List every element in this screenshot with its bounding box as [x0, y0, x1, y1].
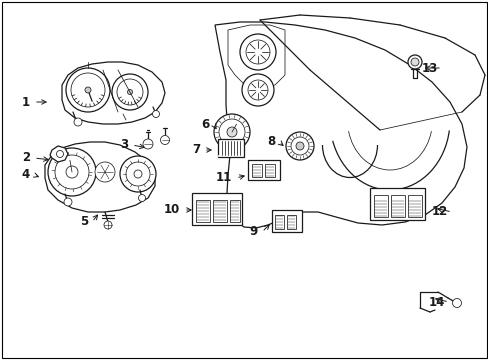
- Circle shape: [112, 74, 148, 110]
- Circle shape: [138, 194, 145, 202]
- Circle shape: [71, 73, 105, 107]
- Text: 7: 7: [191, 144, 200, 157]
- Bar: [271, 210, 302, 232]
- Bar: [218, 139, 244, 157]
- Circle shape: [410, 58, 418, 66]
- Circle shape: [120, 156, 156, 192]
- Circle shape: [214, 114, 249, 150]
- Circle shape: [104, 221, 112, 229]
- Circle shape: [55, 155, 89, 189]
- Bar: [196, 200, 209, 222]
- Circle shape: [117, 79, 142, 105]
- Text: 9: 9: [249, 225, 258, 238]
- Circle shape: [126, 162, 150, 186]
- Circle shape: [219, 119, 244, 145]
- Text: 6: 6: [202, 118, 209, 131]
- Text: 1: 1: [22, 95, 30, 108]
- Circle shape: [295, 142, 304, 150]
- Circle shape: [240, 34, 275, 70]
- Circle shape: [218, 155, 220, 157]
- Circle shape: [134, 170, 142, 178]
- Polygon shape: [215, 22, 466, 228]
- Circle shape: [127, 90, 132, 94]
- Bar: [213, 200, 226, 222]
- Circle shape: [152, 111, 159, 117]
- Circle shape: [407, 55, 421, 69]
- Circle shape: [57, 150, 63, 157]
- Circle shape: [160, 135, 169, 144]
- Bar: [192, 193, 242, 225]
- Circle shape: [66, 68, 110, 112]
- Circle shape: [247, 80, 267, 100]
- Circle shape: [66, 166, 78, 178]
- Text: 4: 4: [21, 168, 30, 181]
- Bar: [229, 200, 240, 222]
- Polygon shape: [227, 25, 285, 88]
- Text: 10: 10: [163, 203, 180, 216]
- Bar: [247, 160, 280, 180]
- Circle shape: [48, 148, 96, 196]
- Bar: [286, 215, 295, 229]
- Circle shape: [142, 139, 153, 149]
- Bar: [369, 188, 424, 220]
- Bar: [251, 164, 262, 177]
- Polygon shape: [50, 146, 68, 162]
- Circle shape: [451, 298, 461, 307]
- Bar: [264, 164, 274, 177]
- Text: 11: 11: [215, 171, 231, 184]
- Circle shape: [95, 162, 115, 182]
- Text: 3: 3: [120, 139, 128, 152]
- Circle shape: [64, 198, 72, 206]
- Text: 14: 14: [428, 296, 444, 309]
- Text: 13: 13: [421, 62, 437, 75]
- Bar: [373, 195, 387, 217]
- Text: 2: 2: [22, 152, 30, 165]
- Text: 12: 12: [431, 206, 447, 219]
- Circle shape: [245, 40, 269, 64]
- Text: 5: 5: [80, 216, 88, 229]
- Circle shape: [242, 74, 273, 106]
- Circle shape: [285, 132, 313, 160]
- Circle shape: [85, 87, 91, 93]
- Polygon shape: [45, 142, 155, 212]
- Bar: [274, 215, 284, 229]
- Circle shape: [74, 118, 82, 126]
- Polygon shape: [62, 62, 164, 124]
- Bar: [407, 195, 421, 217]
- Text: 8: 8: [266, 135, 274, 148]
- Circle shape: [290, 137, 308, 155]
- Bar: [390, 195, 404, 217]
- Circle shape: [226, 127, 237, 137]
